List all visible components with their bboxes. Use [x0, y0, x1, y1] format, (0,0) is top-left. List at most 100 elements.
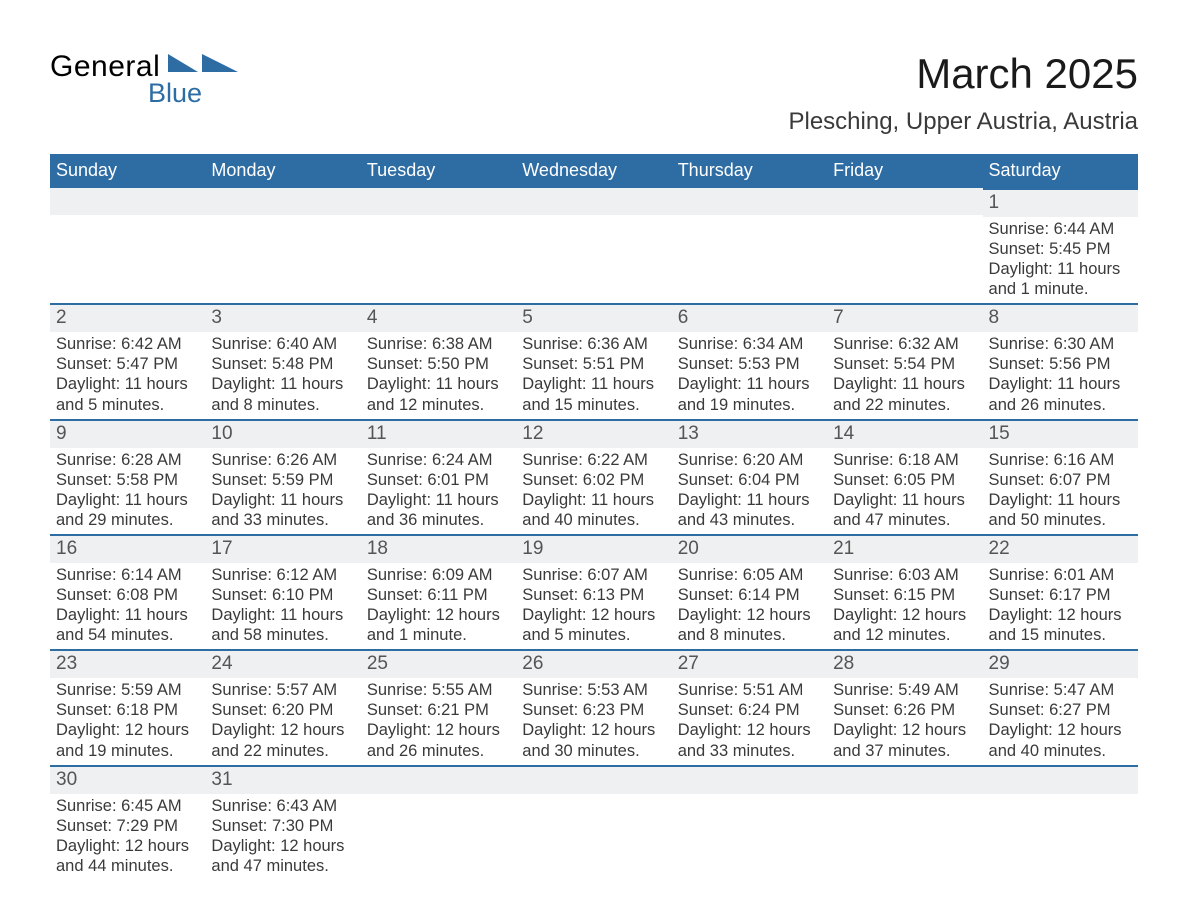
day-number: 5 — [516, 303, 671, 332]
daylight-line: Daylight: 12 hours and 19 minutes. — [56, 720, 199, 760]
day-detail: Sunrise: 6:30 AMSunset: 5:56 PMDaylight:… — [983, 332, 1138, 419]
calendar-day-cell — [672, 188, 827, 303]
day-detail: Sunrise: 6:20 AMSunset: 6:04 PMDaylight:… — [672, 448, 827, 535]
day-detail — [516, 215, 671, 225]
sunset-line: Sunset: 5:56 PM — [989, 354, 1132, 374]
weekday-header: Tuesday — [361, 154, 516, 188]
day-number — [50, 188, 205, 215]
day-number: 22 — [983, 534, 1138, 563]
calendar-day-cell: 11Sunrise: 6:24 AMSunset: 6:01 PMDayligh… — [361, 419, 516, 534]
day-number — [205, 188, 360, 215]
daylight-line: Daylight: 11 hours and 40 minutes. — [522, 490, 665, 530]
calendar-day-cell: 8Sunrise: 6:30 AMSunset: 5:56 PMDaylight… — [983, 303, 1138, 418]
sunset-line: Sunset: 6:15 PM — [833, 585, 976, 605]
calendar-day-cell: 28Sunrise: 5:49 AMSunset: 6:26 PMDayligh… — [827, 649, 982, 764]
calendar-day-cell: 10Sunrise: 6:26 AMSunset: 5:59 PMDayligh… — [205, 419, 360, 534]
page-title: March 2025 — [788, 50, 1138, 98]
day-detail — [50, 215, 205, 225]
calendar-day-cell — [983, 765, 1138, 880]
calendar-day-cell: 14Sunrise: 6:18 AMSunset: 6:05 PMDayligh… — [827, 419, 982, 534]
sunrise-line: Sunrise: 6:36 AM — [522, 334, 665, 354]
sunrise-line: Sunrise: 5:53 AM — [522, 680, 665, 700]
day-number: 29 — [983, 649, 1138, 678]
sunset-line: Sunset: 6:26 PM — [833, 700, 976, 720]
sunset-line: Sunset: 6:01 PM — [367, 470, 510, 490]
day-detail: Sunrise: 6:26 AMSunset: 5:59 PMDaylight:… — [205, 448, 360, 535]
day-number: 20 — [672, 534, 827, 563]
day-detail: Sunrise: 6:16 AMSunset: 6:07 PMDaylight:… — [983, 448, 1138, 535]
sunset-line: Sunset: 6:07 PM — [989, 470, 1132, 490]
daylight-line: Daylight: 11 hours and 29 minutes. — [56, 490, 199, 530]
day-number: 17 — [205, 534, 360, 563]
day-detail: Sunrise: 5:51 AMSunset: 6:24 PMDaylight:… — [672, 678, 827, 765]
sunset-line: Sunset: 6:24 PM — [678, 700, 821, 720]
brand-word-2: Blue — [148, 78, 202, 109]
calendar-day-cell: 20Sunrise: 6:05 AMSunset: 6:14 PMDayligh… — [672, 534, 827, 649]
day-number: 2 — [50, 303, 205, 332]
sunset-line: Sunset: 6:17 PM — [989, 585, 1132, 605]
sunset-line: Sunset: 7:29 PM — [56, 816, 199, 836]
sunrise-line: Sunrise: 6:26 AM — [211, 450, 354, 470]
calendar-day-cell: 19Sunrise: 6:07 AMSunset: 6:13 PMDayligh… — [516, 534, 671, 649]
day-number: 1 — [983, 188, 1138, 217]
calendar-day-cell: 5Sunrise: 6:36 AMSunset: 5:51 PMDaylight… — [516, 303, 671, 418]
day-detail: Sunrise: 6:01 AMSunset: 6:17 PMDaylight:… — [983, 563, 1138, 650]
daylight-line: Daylight: 12 hours and 40 minutes. — [989, 720, 1132, 760]
day-detail: Sunrise: 6:22 AMSunset: 6:02 PMDaylight:… — [516, 448, 671, 535]
sunrise-line: Sunrise: 6:14 AM — [56, 565, 199, 585]
day-detail: Sunrise: 5:53 AMSunset: 6:23 PMDaylight:… — [516, 678, 671, 765]
calendar-day-cell: 26Sunrise: 5:53 AMSunset: 6:23 PMDayligh… — [516, 649, 671, 764]
sunrise-line: Sunrise: 6:22 AM — [522, 450, 665, 470]
sunrise-line: Sunrise: 6:18 AM — [833, 450, 976, 470]
calendar-day-cell — [361, 188, 516, 303]
sunrise-line: Sunrise: 6:40 AM — [211, 334, 354, 354]
sunrise-line: Sunrise: 5:47 AM — [989, 680, 1132, 700]
calendar-week-row: 1Sunrise: 6:44 AMSunset: 5:45 PMDaylight… — [50, 188, 1138, 303]
day-detail: Sunrise: 5:47 AMSunset: 6:27 PMDaylight:… — [983, 678, 1138, 765]
calendar-day-cell — [516, 188, 671, 303]
day-number: 8 — [983, 303, 1138, 332]
day-number — [983, 765, 1138, 794]
sunset-line: Sunset: 7:30 PM — [211, 816, 354, 836]
day-detail: Sunrise: 5:49 AMSunset: 6:26 PMDaylight:… — [827, 678, 982, 765]
sunset-line: Sunset: 6:13 PM — [522, 585, 665, 605]
daylight-line: Daylight: 11 hours and 19 minutes. — [678, 374, 821, 414]
calendar-day-cell: 24Sunrise: 5:57 AMSunset: 6:20 PMDayligh… — [205, 649, 360, 764]
day-number: 25 — [361, 649, 516, 678]
sunrise-line: Sunrise: 6:16 AM — [989, 450, 1132, 470]
calendar-day-cell: 1Sunrise: 6:44 AMSunset: 5:45 PMDaylight… — [983, 188, 1138, 303]
daylight-line: Daylight: 11 hours and 15 minutes. — [522, 374, 665, 414]
day-detail: Sunrise: 6:42 AMSunset: 5:47 PMDaylight:… — [50, 332, 205, 419]
day-number: 30 — [50, 765, 205, 794]
brand-logo: General Blue — [50, 50, 250, 110]
day-number: 9 — [50, 419, 205, 448]
sunrise-line: Sunrise: 6:32 AM — [833, 334, 976, 354]
daylight-line: Daylight: 12 hours and 22 minutes. — [211, 720, 354, 760]
sunrise-line: Sunrise: 5:55 AM — [367, 680, 510, 700]
daylight-line: Daylight: 11 hours and 33 minutes. — [211, 490, 354, 530]
daylight-line: Daylight: 11 hours and 1 minute. — [989, 259, 1132, 299]
day-number — [516, 765, 671, 794]
calendar-day-cell — [516, 765, 671, 880]
sunrise-line: Sunrise: 6:30 AM — [989, 334, 1132, 354]
day-detail: Sunrise: 5:55 AMSunset: 6:21 PMDaylight:… — [361, 678, 516, 765]
daylight-line: Daylight: 12 hours and 44 minutes. — [56, 836, 199, 876]
day-detail — [205, 215, 360, 225]
sunrise-line: Sunrise: 6:03 AM — [833, 565, 976, 585]
brand-word-1: General — [50, 50, 160, 84]
day-number: 31 — [205, 765, 360, 794]
day-number: 24 — [205, 649, 360, 678]
day-detail: Sunrise: 6:40 AMSunset: 5:48 PMDaylight:… — [205, 332, 360, 419]
sunrise-calendar: Sunday Monday Tuesday Wednesday Thursday… — [50, 154, 1138, 880]
calendar-day-cell: 23Sunrise: 5:59 AMSunset: 6:18 PMDayligh… — [50, 649, 205, 764]
page-subtitle: Plesching, Upper Austria, Austria — [788, 108, 1138, 136]
calendar-day-cell — [50, 188, 205, 303]
sunrise-line: Sunrise: 5:59 AM — [56, 680, 199, 700]
day-detail: Sunrise: 5:59 AMSunset: 6:18 PMDaylight:… — [50, 678, 205, 765]
calendar-day-cell — [361, 765, 516, 880]
daylight-line: Daylight: 11 hours and 47 minutes. — [833, 490, 976, 530]
sunrise-line: Sunrise: 6:38 AM — [367, 334, 510, 354]
sunrise-line: Sunrise: 6:43 AM — [211, 796, 354, 816]
sunset-line: Sunset: 5:48 PM — [211, 354, 354, 374]
calendar-day-cell: 18Sunrise: 6:09 AMSunset: 6:11 PMDayligh… — [361, 534, 516, 649]
